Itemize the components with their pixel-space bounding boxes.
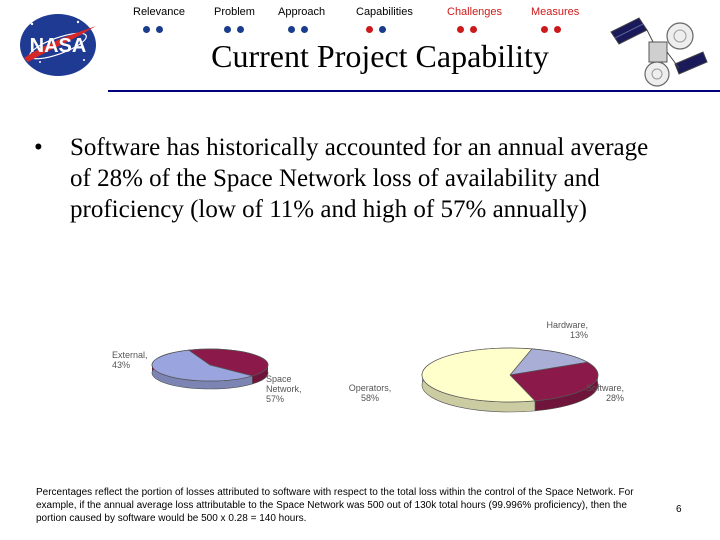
logo-star	[39, 61, 41, 63]
footnote: Percentages reflect the portion of losse…	[36, 487, 634, 524]
page-number: 6	[676, 504, 682, 515]
nav-item-approach[interactable]: Approach	[278, 6, 326, 18]
nav-dot	[366, 26, 373, 33]
nav-progress-dots	[224, 20, 250, 38]
bullet-text: Software has historically accounted for …	[70, 134, 649, 223]
nav-item-relevance[interactable]: Relevance	[133, 6, 185, 18]
logo-star	[30, 22, 34, 26]
pie-label: Operators, 58%	[349, 383, 392, 403]
logo-star	[83, 59, 85, 61]
satellite-dish	[666, 22, 694, 50]
nav-dot	[156, 26, 163, 33]
nav-progress-dots	[541, 20, 567, 38]
nav-progress-dots	[366, 20, 392, 38]
solar-panel	[674, 51, 708, 75]
pie-label: Space Network, 57%	[266, 374, 302, 404]
nav-item-challenges[interactable]: Challenges	[447, 6, 503, 18]
pie-charts: External, 43% Space Network, 57% Hardware, 13%…	[112, 320, 624, 413]
slide-title: Current Project Capability	[211, 38, 549, 74]
pie-slice	[187, 348, 269, 377]
nav-dot	[379, 26, 386, 33]
nav-item-problem[interactable]: Problem	[214, 6, 255, 18]
nav-item-measures[interactable]: Measures	[531, 6, 580, 18]
nav-dot	[143, 26, 150, 33]
nav-dot	[237, 26, 244, 33]
pie-label: Hardware, 13%	[546, 320, 588, 340]
nav-dot	[301, 26, 308, 33]
logo-swoosh	[24, 26, 96, 62]
pie-slice	[421, 347, 536, 403]
logo-star	[76, 20, 80, 24]
pie-slice	[151, 349, 254, 382]
nav-progress-dots	[288, 20, 314, 38]
pie-label: External, 43%	[112, 350, 148, 370]
satellite-dish	[644, 61, 670, 87]
satellite-image	[605, 12, 710, 90]
title-divider	[108, 90, 720, 92]
nav-dot	[224, 26, 231, 33]
logo-wordmark: NASA	[30, 35, 87, 57]
satellite-body	[648, 41, 668, 63]
pie-label: Software, 28%	[586, 383, 624, 403]
nav-dot	[457, 26, 464, 33]
pie-slice	[509, 361, 599, 402]
nav-dot	[288, 26, 295, 33]
nav-dot	[554, 26, 561, 33]
nav-dot	[470, 26, 477, 33]
nav-progress-dots	[143, 20, 169, 38]
pie-slice	[509, 348, 589, 376]
nav-dot	[541, 26, 548, 33]
bullet-marker: •	[34, 134, 43, 161]
nav-item-capabilities[interactable]: Capabilities	[356, 6, 413, 18]
nav-progress-dots	[457, 20, 483, 38]
nasa-logo: NASA	[20, 14, 96, 76]
